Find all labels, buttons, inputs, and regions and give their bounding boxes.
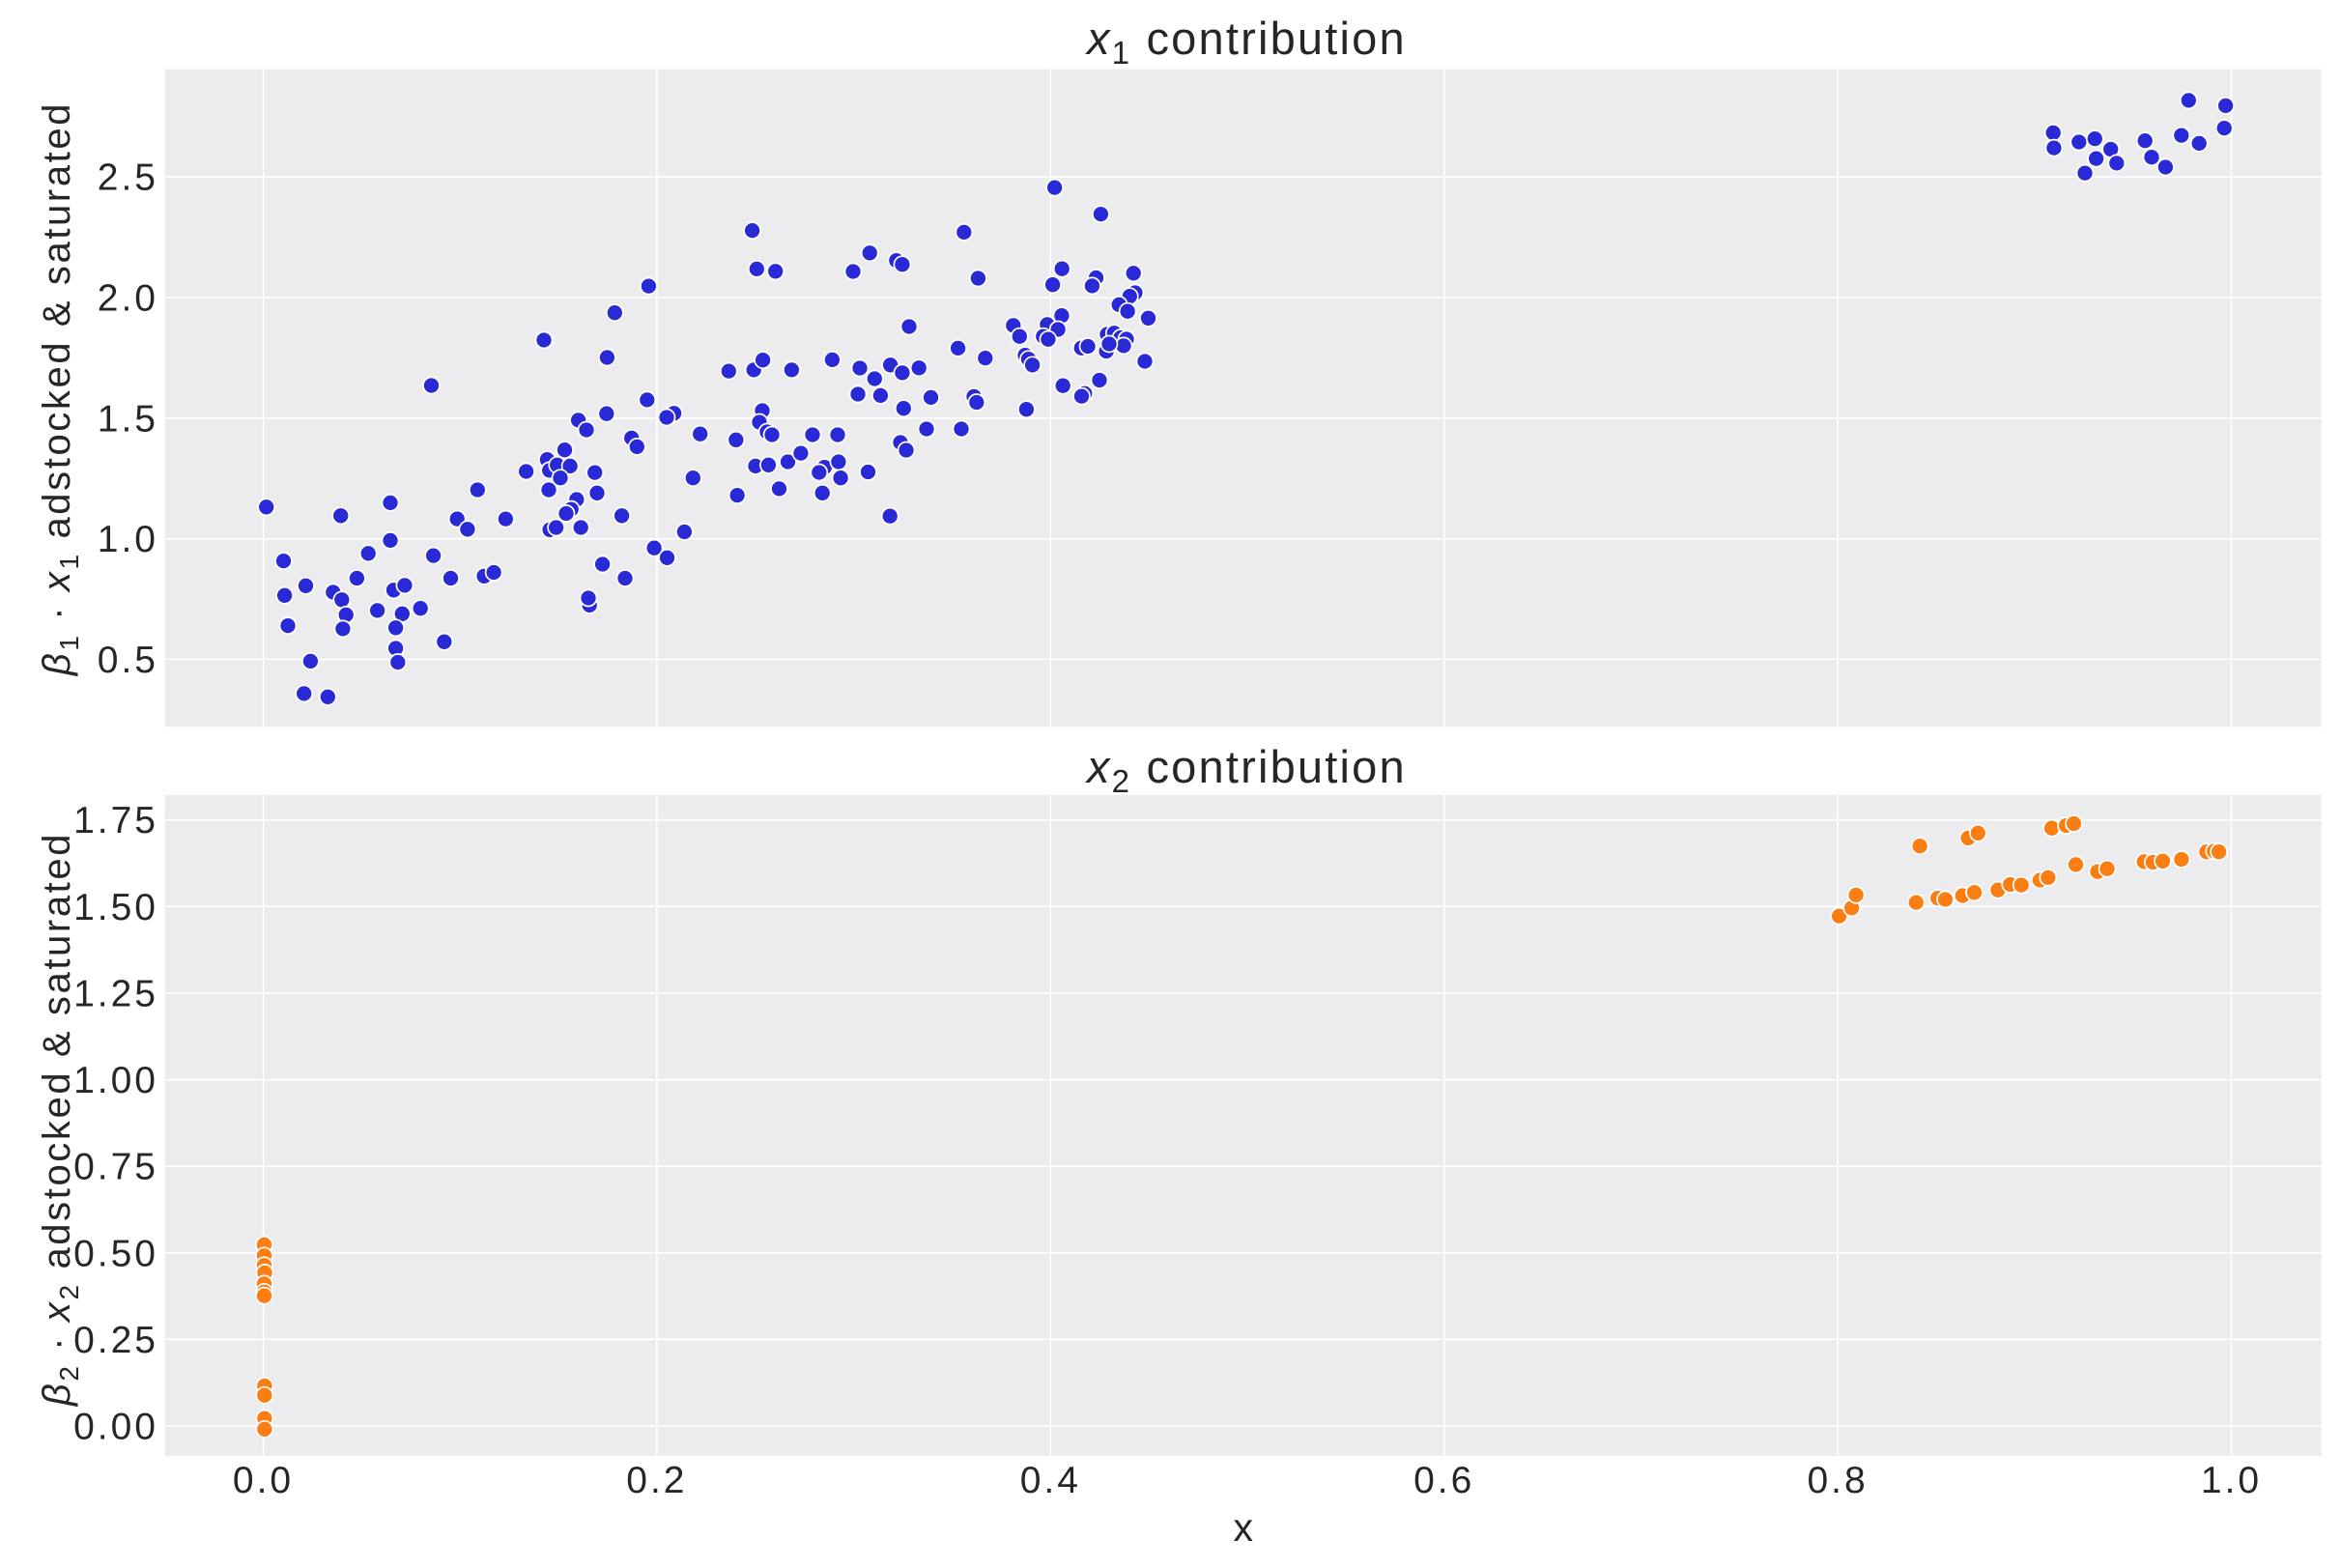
- svg-text:1.50: 1.50: [73, 887, 158, 928]
- svg-text:1.0: 1.0: [98, 519, 158, 560]
- svg-text:0.25: 0.25: [73, 1320, 158, 1361]
- svg-text:0.50: 0.50: [73, 1233, 158, 1274]
- svg-text:0.6: 0.6: [1413, 1460, 1474, 1501]
- svg-text:0.4: 0.4: [1020, 1460, 1081, 1501]
- svg-text:1.5: 1.5: [98, 398, 158, 440]
- svg-text:0.00: 0.00: [73, 1407, 158, 1448]
- svg-text:0.5: 0.5: [98, 640, 158, 681]
- svg-text:0.0: 0.0: [233, 1460, 294, 1501]
- svg-text:x: x: [1233, 1505, 1253, 1550]
- svg-text:2.0: 2.0: [98, 278, 158, 320]
- svg-text:x2 contribution: x2 contribution: [1085, 741, 1407, 799]
- svg-text:β2 · x2 adstocked & saturated: β2 · x2 adstocked & saturated: [36, 832, 84, 1407]
- svg-text:0.75: 0.75: [73, 1147, 158, 1188]
- svg-text:0.2: 0.2: [626, 1460, 687, 1501]
- svg-text:1.25: 1.25: [73, 974, 158, 1015]
- svg-text:1.75: 1.75: [73, 800, 158, 841]
- svg-text:x1 contribution: x1 contribution: [1085, 13, 1407, 71]
- svg-text:2.5: 2.5: [98, 157, 158, 199]
- svg-text:β1 · x1 adstocked & saturated: β1 · x1 adstocked & saturated: [36, 101, 84, 676]
- svg-text:1.00: 1.00: [73, 1060, 158, 1101]
- svg-text:1.0: 1.0: [2201, 1460, 2262, 1501]
- svg-text:0.8: 0.8: [1807, 1460, 1868, 1501]
